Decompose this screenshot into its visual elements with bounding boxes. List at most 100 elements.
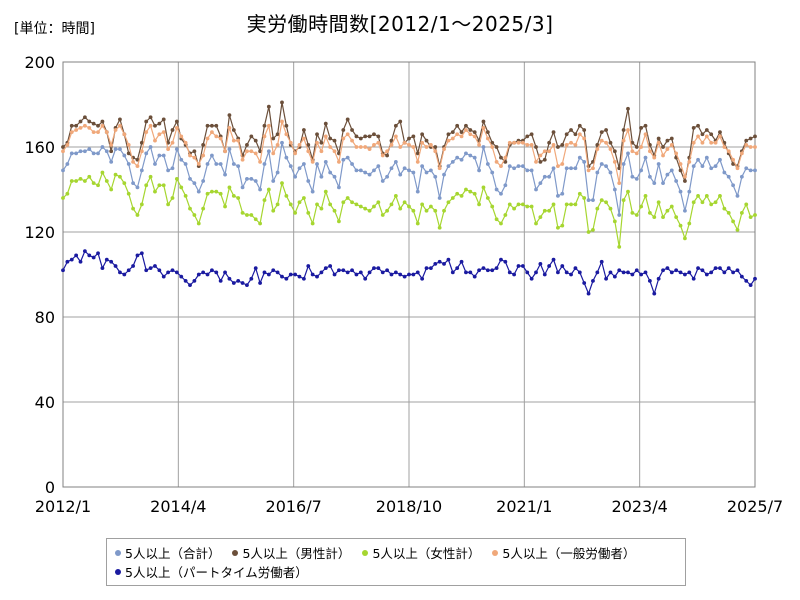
data-point xyxy=(748,168,753,173)
data-point xyxy=(350,200,354,205)
data-point xyxy=(354,168,359,173)
data-point xyxy=(669,168,674,173)
data-point xyxy=(661,145,665,149)
data-point xyxy=(411,145,416,149)
data-point xyxy=(726,174,731,179)
data-point xyxy=(96,130,100,135)
data-point xyxy=(249,149,254,154)
data-point xyxy=(249,176,254,181)
data-point xyxy=(709,132,714,137)
data-point xyxy=(74,253,79,258)
data-point xyxy=(196,189,201,194)
data-point xyxy=(437,259,442,264)
data-point xyxy=(485,196,490,200)
data-point xyxy=(569,272,573,277)
data-point xyxy=(87,174,92,179)
data-point xyxy=(367,172,372,177)
data-point xyxy=(591,227,595,232)
data-point xyxy=(525,204,530,209)
data-point xyxy=(100,170,105,175)
data-point xyxy=(415,221,420,226)
legend-item: 5人以上（パートタイム労働者） xyxy=(115,562,308,581)
data-point xyxy=(218,191,223,196)
data-point xyxy=(372,266,376,271)
data-point xyxy=(385,268,389,273)
data-point xyxy=(647,149,652,154)
data-point xyxy=(118,123,122,128)
data-point xyxy=(275,202,280,207)
data-point xyxy=(630,272,635,277)
data-point xyxy=(411,134,416,139)
data-point xyxy=(582,281,587,285)
data-point xyxy=(214,270,219,275)
data-point xyxy=(753,134,757,139)
data-point xyxy=(323,266,328,271)
data-point xyxy=(591,166,595,171)
data-point xyxy=(534,159,538,164)
data-point xyxy=(718,130,722,135)
data-point xyxy=(472,191,477,196)
data-point xyxy=(656,200,661,205)
data-point xyxy=(669,270,674,275)
data-point xyxy=(122,181,127,186)
unit-label: [単位：時間] xyxy=(14,21,95,37)
data-point xyxy=(87,119,92,124)
data-point xyxy=(139,251,144,256)
data-point xyxy=(547,149,552,154)
data-point xyxy=(109,187,114,192)
data-point xyxy=(223,149,227,154)
data-point xyxy=(621,162,626,166)
data-point xyxy=(564,166,569,171)
data-point xyxy=(661,215,665,220)
data-point xyxy=(442,172,446,177)
data-point xyxy=(507,270,512,275)
data-point xyxy=(573,166,578,171)
data-point xyxy=(385,149,389,154)
data-point xyxy=(122,272,127,277)
data-point xyxy=(183,162,188,166)
data-point xyxy=(104,257,109,262)
data-point xyxy=(468,153,473,158)
data-point xyxy=(512,272,517,277)
data-point xyxy=(744,138,749,143)
data-point xyxy=(481,266,486,271)
data-point xyxy=(595,147,600,152)
data-point xyxy=(608,206,613,211)
data-point xyxy=(258,159,262,164)
data-point xyxy=(586,230,591,234)
data-point xyxy=(240,157,245,162)
data-point xyxy=(328,145,333,149)
data-point xyxy=(525,168,530,173)
data-point xyxy=(652,181,657,186)
data-point xyxy=(249,213,254,217)
data-point xyxy=(582,196,587,200)
data-point xyxy=(411,208,416,213)
data-point xyxy=(433,261,438,266)
data-point xyxy=(731,219,735,224)
data-point xyxy=(131,264,135,268)
data-point xyxy=(253,266,258,271)
data-point xyxy=(157,153,162,158)
data-point xyxy=(477,268,481,273)
data-point xyxy=(393,134,398,139)
data-point xyxy=(113,147,118,152)
legend-swatch xyxy=(492,549,499,556)
data-point xyxy=(696,193,700,198)
x-tick-label: 2025/7 xyxy=(727,497,783,516)
data-point xyxy=(280,100,284,105)
data-point xyxy=(144,119,149,124)
data-point xyxy=(341,268,346,273)
data-point xyxy=(245,213,249,217)
data-point xyxy=(595,142,600,147)
data-point xyxy=(83,149,87,154)
data-point xyxy=(639,125,644,130)
data-point xyxy=(372,204,376,209)
data-point xyxy=(131,159,135,164)
legend-label: 5人以上（パートタイム労働者） xyxy=(125,565,308,580)
data-point xyxy=(332,174,337,179)
data-point xyxy=(372,168,376,173)
data-point xyxy=(166,270,171,275)
data-point xyxy=(109,159,114,164)
data-point xyxy=(726,210,731,215)
